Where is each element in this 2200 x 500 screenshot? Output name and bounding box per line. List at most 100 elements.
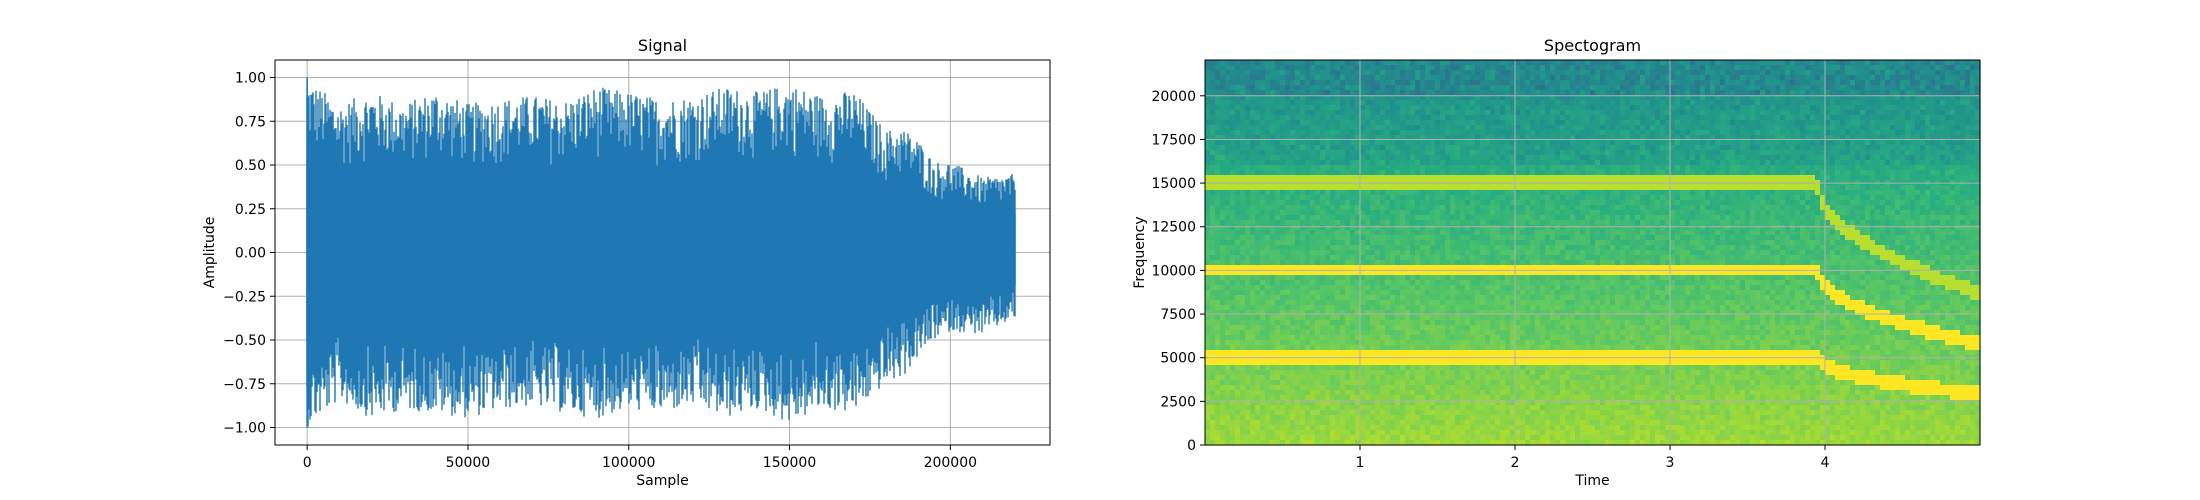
spectrogram-cell <box>1230 95 1236 101</box>
spectrogram-cell <box>1465 220 1471 226</box>
spectrogram-cell <box>1480 410 1486 416</box>
spectrogram-chart: 1 2 3 4025005000750010000125001500017500200… <box>1132 36 1981 489</box>
spectrogram-cell <box>1210 125 1216 131</box>
spectrogram-cell <box>1505 120 1511 126</box>
spectrogram-cell <box>1480 145 1486 151</box>
spectrogram-cell <box>1370 300 1376 306</box>
spectrogram-cell <box>1425 130 1431 136</box>
spectrogram-cell <box>1340 390 1346 396</box>
spectrogram-cell <box>1350 440 1356 446</box>
spectrogram-cell <box>1365 390 1371 396</box>
spectrogram-cell <box>1300 105 1306 111</box>
spectrogram-cell <box>1260 435 1266 441</box>
spectrogram-cell <box>1505 155 1511 161</box>
spectrogram-cell <box>1325 300 1331 306</box>
spectrogram-cell <box>1295 95 1301 101</box>
spectrogram-cell <box>1365 310 1371 316</box>
spectrogram-cell <box>1265 250 1271 256</box>
spectrogram-cell <box>1490 440 1496 446</box>
spectrogram-cell <box>1460 315 1466 321</box>
spectrogram-cell <box>1455 290 1461 296</box>
spectrogram-cell <box>1410 210 1416 216</box>
spectrogram-cell <box>1295 245 1301 251</box>
spectrogram-cell <box>1475 140 1481 146</box>
spectrogram-cell <box>1485 245 1491 251</box>
spectrogram-cell <box>1230 270 1236 276</box>
spectrogram-cell <box>1405 295 1411 301</box>
spectrogram-cell <box>1205 275 1211 281</box>
spectrogram-cell <box>1300 190 1306 196</box>
spectrogram-cell <box>1330 75 1336 81</box>
spectrogram-cell <box>1325 420 1331 426</box>
spectrogram-cell <box>1390 140 1396 146</box>
spectrogram-cell <box>1490 60 1496 66</box>
spectrogram-cell <box>1395 225 1401 231</box>
spectrogram-cell <box>1395 415 1401 421</box>
spectrogram-cell <box>1350 245 1356 251</box>
spectrogram-cell <box>1355 215 1361 221</box>
spectrogram-cell <box>1450 170 1456 176</box>
spectrogram-cell <box>1485 155 1491 161</box>
spectrogram-cell <box>1335 270 1341 276</box>
spectrogram-cell <box>1400 250 1406 256</box>
spectrogram-cell <box>1315 175 1321 181</box>
spectrogram-cell <box>1260 440 1266 446</box>
spectrogram-cell <box>1395 320 1401 326</box>
spectrogram-cell <box>1330 290 1336 296</box>
spectrogram-cell <box>1380 80 1386 86</box>
spectrogram-cell <box>1285 405 1291 411</box>
spectrogram-cell <box>1350 95 1356 101</box>
spectrogram-cell <box>1475 435 1481 441</box>
spectrogram-cell <box>1475 415 1481 421</box>
spectrogram-cell <box>1515 370 1521 376</box>
spectrogram-cell <box>1500 120 1506 126</box>
spectrogram-cell <box>1285 215 1291 221</box>
spectrogram-cell <box>1225 395 1231 401</box>
spectrogram-cell <box>1435 90 1441 96</box>
spectrogram-cell <box>1420 370 1426 376</box>
spectrogram-cell <box>1465 85 1471 91</box>
spectrogram-cell <box>1335 340 1341 346</box>
signal-x-tick-label: 200000 <box>924 455 977 471</box>
spectrogram-cell <box>1325 425 1331 431</box>
spectrogram-cell <box>1310 340 1316 346</box>
spectrogram-cell <box>1375 300 1381 306</box>
spectrogram-cell <box>1245 105 1251 111</box>
spectrogram-cell <box>1440 250 1446 256</box>
spectrogram-cell <box>1270 365 1276 371</box>
spectrogram-cell <box>1365 100 1371 106</box>
spectrogram-cell <box>1230 375 1236 381</box>
spectrogram-cell <box>1465 395 1471 401</box>
spectrogram-cell <box>1295 295 1301 301</box>
spectrogram-cell <box>1335 345 1341 351</box>
spectrogram-cell <box>1490 310 1496 316</box>
spectrogram-cell <box>1385 95 1391 101</box>
spectrogram-cell <box>1465 415 1471 421</box>
spectrogram-cell <box>1315 330 1321 336</box>
spectrogram-cell <box>1275 330 1281 336</box>
spectrogram-cell <box>1310 60 1316 66</box>
spectrogram-cell <box>1225 225 1231 231</box>
spectrogram-cell <box>1420 420 1426 426</box>
spectrogram-cell <box>1370 230 1376 236</box>
spectrogram-cell <box>1215 350 1221 356</box>
spectrogram-cell <box>1220 170 1226 176</box>
spectrogram-cell <box>1480 200 1486 206</box>
spectrogram-cell <box>1360 360 1366 366</box>
spectrogram-cell <box>1440 80 1446 86</box>
spectrogram-cell <box>1490 70 1496 76</box>
spectrogram-cell <box>1470 270 1476 276</box>
spectrogram-cell <box>1305 260 1311 266</box>
spectrogram-cell <box>1505 280 1511 286</box>
spectrogram-cell <box>1370 375 1376 381</box>
spectrogram-cell <box>1510 130 1516 136</box>
spectrogram-cell <box>1285 250 1291 256</box>
spectrogram-cell <box>1505 105 1511 111</box>
spectrogram-cell <box>1330 235 1336 241</box>
spectrogram-cell <box>1310 160 1316 166</box>
spectrogram-cell <box>1225 435 1231 441</box>
spectrogram-cell <box>1230 390 1236 396</box>
spectrogram-cell <box>1395 275 1401 281</box>
spectrogram-cell <box>1425 220 1431 226</box>
spectrogram-cell <box>1475 70 1481 76</box>
